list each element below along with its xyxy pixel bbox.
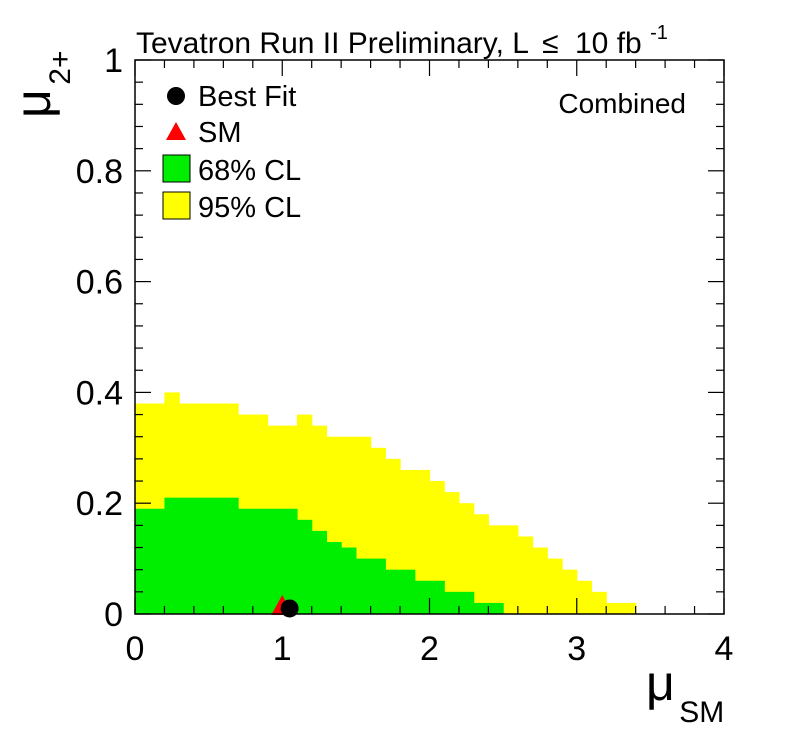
region-68-cl bbox=[135, 497, 504, 614]
region-bin bbox=[252, 508, 269, 614]
region-bin bbox=[620, 602, 637, 614]
legend-95-box bbox=[162, 191, 191, 220]
region-bin bbox=[517, 536, 534, 614]
y-tick-label: 0.2 bbox=[76, 485, 123, 523]
region-bin bbox=[488, 602, 504, 614]
best-fit-point bbox=[280, 599, 299, 618]
title-text: Tevatron Run II Preliminary, L bbox=[136, 27, 528, 60]
legend-95-label: 95% CL bbox=[198, 192, 301, 224]
region-bin bbox=[429, 580, 445, 614]
legend-best-fit-label: Best Fit bbox=[198, 81, 296, 113]
region-bin bbox=[414, 469, 431, 614]
combined-annotation: Combined bbox=[558, 88, 686, 119]
x-tick-label: 0 bbox=[126, 630, 145, 668]
y-axis-label-sub: 2+ bbox=[44, 51, 77, 85]
region-bin bbox=[164, 497, 180, 614]
x-axis-label-main: μ bbox=[646, 655, 675, 711]
region-bin bbox=[400, 569, 416, 614]
region-bin bbox=[532, 547, 548, 614]
legend: Best Fit SM 68% CL 95% CL bbox=[162, 81, 301, 224]
y-tick-label: 0.4 bbox=[76, 374, 123, 412]
region-bin bbox=[444, 492, 460, 614]
region-bin bbox=[179, 497, 195, 614]
region-bin bbox=[135, 508, 151, 614]
chart-title: Tevatron Run II Preliminary, L ≤ 10 fb -… bbox=[136, 22, 668, 60]
region-bin bbox=[473, 514, 489, 614]
region-bin bbox=[296, 519, 313, 614]
x-tick-label: 4 bbox=[715, 630, 734, 668]
region-bin bbox=[311, 530, 328, 614]
x-axis-label: μ SM bbox=[646, 655, 724, 729]
region-bin bbox=[282, 508, 298, 614]
title-lumi-exponent: -1 bbox=[650, 22, 668, 44]
region-bin bbox=[488, 525, 504, 614]
region-bin bbox=[267, 508, 283, 614]
region-bin bbox=[547, 558, 563, 614]
region-bin bbox=[355, 558, 372, 614]
x-tick-label: 3 bbox=[567, 630, 586, 668]
legend-sm-marker bbox=[166, 122, 186, 140]
region-bin bbox=[444, 591, 460, 614]
region-bin bbox=[238, 508, 254, 614]
cl-regions bbox=[135, 392, 637, 614]
region-bin bbox=[341, 547, 357, 614]
y-tick-label: 1 bbox=[104, 42, 123, 80]
y-tick-label: 0.8 bbox=[76, 153, 123, 191]
x-tick-label: 1 bbox=[273, 630, 292, 668]
y-tick-label: 0 bbox=[104, 596, 123, 634]
x-axis-label-sub: SM bbox=[679, 696, 724, 729]
legend-68-label: 68% CL bbox=[198, 155, 301, 187]
region-bin bbox=[473, 602, 489, 614]
y-tick-label: 0.6 bbox=[76, 264, 123, 302]
data-points bbox=[271, 595, 299, 618]
plot-frame bbox=[134, 59, 725, 615]
legend-sm-label: SM bbox=[198, 117, 242, 149]
region-bin bbox=[208, 497, 224, 614]
region-bin bbox=[562, 569, 578, 614]
title-lumi: 10 fb bbox=[575, 27, 642, 60]
legend-best-fit-marker bbox=[167, 87, 185, 105]
region-bin bbox=[591, 591, 607, 614]
region-bin bbox=[193, 497, 210, 614]
region-bin bbox=[576, 580, 593, 614]
region-bin bbox=[370, 558, 386, 614]
region-bin bbox=[385, 569, 401, 614]
region-bin bbox=[414, 580, 431, 614]
region-bin bbox=[326, 541, 342, 614]
region-bin bbox=[458, 503, 475, 614]
tick-labels: 0 1 2 3 4 0 0.2 0.4 0.6 0.8 1 bbox=[76, 42, 734, 668]
region-bin bbox=[503, 525, 519, 614]
y-axis-label-main: μ bbox=[5, 89, 61, 118]
y-axis-label: μ 2+ bbox=[5, 51, 77, 118]
title-le-symbol: ≤ bbox=[542, 27, 558, 60]
region-bin bbox=[223, 497, 239, 614]
region-bin bbox=[458, 591, 475, 614]
legend-68-box bbox=[162, 154, 191, 183]
region-bin bbox=[149, 508, 166, 614]
x-tick-label: 2 bbox=[420, 630, 439, 668]
region-bin bbox=[606, 602, 622, 614]
